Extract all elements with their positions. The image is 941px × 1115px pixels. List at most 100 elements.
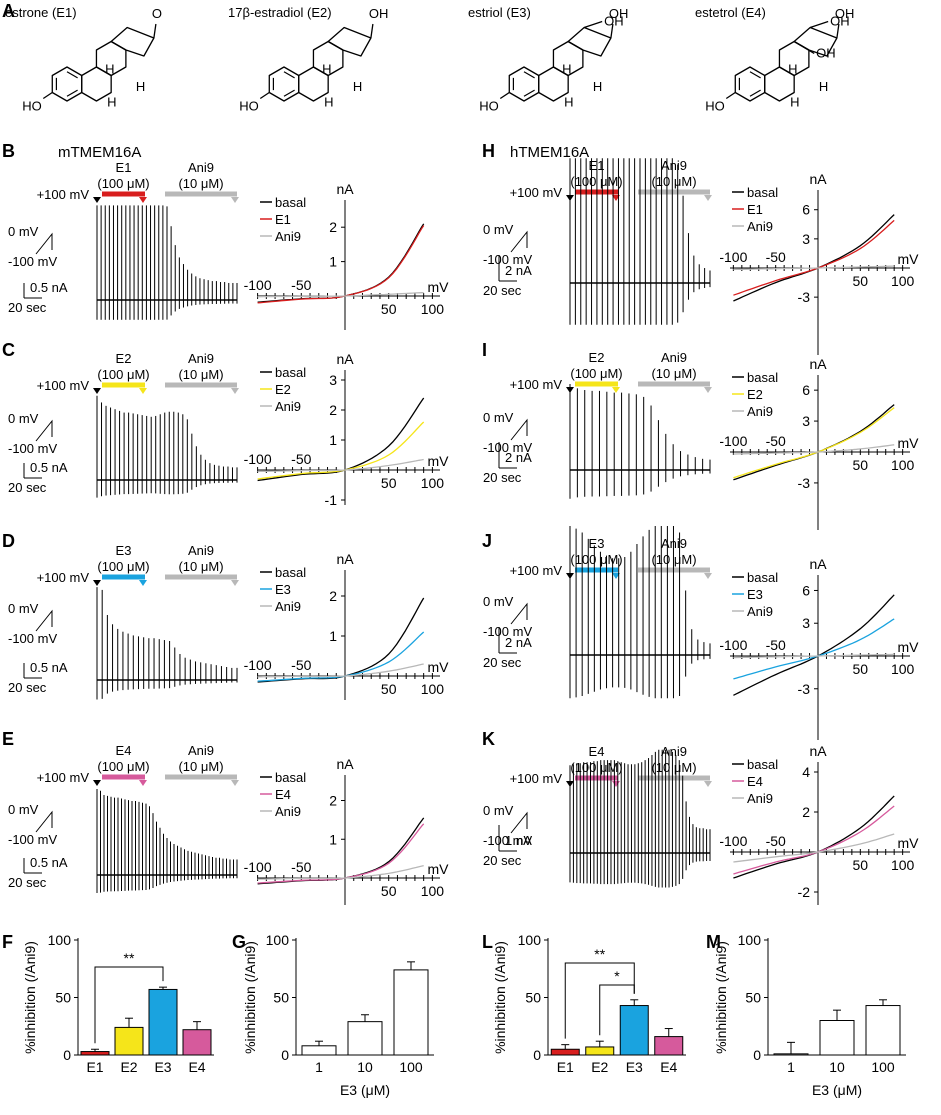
x-tick-label: 100 xyxy=(421,681,445,697)
x-tick-label: 50 xyxy=(853,273,869,289)
ani9-arrow xyxy=(231,580,239,586)
series-Ani9 xyxy=(733,444,895,455)
time-scale: 20 sec xyxy=(483,853,522,868)
trace-panel-I: E2(100 μM)Ani9(10 μM)+100 mV0 mV-100 mV2… xyxy=(483,350,712,499)
time-scale: 20 sec xyxy=(483,283,522,298)
time-scale: 20 sec xyxy=(8,875,47,890)
time-scale: 20 sec xyxy=(483,470,522,485)
y-tick-label: 50 xyxy=(55,990,71,1006)
series-Ani9 xyxy=(733,653,895,659)
trace-panel-B: E1(100 μM) Ani9(10 μM) +100 mV 0 mV -100 mV 0… xyxy=(8,160,239,320)
y-tick-label: -3 xyxy=(798,475,811,491)
x-tick-label: 50 xyxy=(381,475,397,491)
legend-label: Ani9 xyxy=(747,791,773,806)
zero-mv-label: 0 mV xyxy=(483,594,514,609)
x-tick-label: 100 xyxy=(891,457,915,473)
trace-panel-H: E1(100 μM)Ani9(10 μM)+100 mV0 mV-100 mV2… xyxy=(483,158,712,325)
y-tick-label: 3 xyxy=(802,615,810,631)
aromatic-bond xyxy=(66,89,78,97)
panel-letter-A: A xyxy=(2,1,15,21)
x-tick-label: 100 xyxy=(421,301,445,317)
h-label: H xyxy=(107,95,116,110)
compound-arrow xyxy=(139,580,147,586)
x-axis-label: mV xyxy=(898,251,920,267)
h-label: H xyxy=(353,79,362,94)
time-scale: 20 sec xyxy=(8,680,47,695)
aromatic-bond xyxy=(283,71,295,79)
minus100-label: -100 mV xyxy=(8,631,57,646)
ramp-icon xyxy=(35,810,53,833)
x-tick-label: 1 xyxy=(315,1059,323,1075)
x-tick-label: -50 xyxy=(766,637,786,653)
legend-label: E1 xyxy=(747,202,763,217)
panel-letter-L: L xyxy=(482,932,493,952)
compound-arrow xyxy=(612,387,620,393)
legend-label: E1 xyxy=(275,212,291,227)
aromatic-bond xyxy=(66,71,78,79)
substituent-label: OH xyxy=(609,6,629,21)
ramp-icon xyxy=(510,602,528,625)
x-tick-label: 100 xyxy=(891,273,915,289)
sub-bond xyxy=(809,20,829,29)
time-scale: 20 sec xyxy=(483,655,522,670)
section-titles: mTMEM16A hTMEM16A xyxy=(58,144,589,161)
legend-label: Ani9 xyxy=(275,804,301,819)
trace-panel-J: E3(100 μM)Ani9(10 μM)+100 mV0 mV-100 mV2… xyxy=(483,526,712,699)
ramp-icon xyxy=(510,811,528,834)
legend-label: basal xyxy=(275,770,306,785)
bar-chart-M: 0 50 100 %inhibition (/Ani9) 1 10 100 E3 (μM) xyxy=(713,932,906,1098)
start-arrow xyxy=(93,780,101,786)
significance-label: ** xyxy=(124,950,135,966)
zero-mv-label: 0 mV xyxy=(8,224,39,239)
x-axis-label: mV xyxy=(428,659,450,675)
bar xyxy=(347,1021,383,1056)
x-axis-label: mV xyxy=(428,453,450,469)
ho-label: HO xyxy=(479,99,499,114)
series-E4 xyxy=(733,805,895,875)
h-label: H xyxy=(136,79,145,94)
legend-label: basal xyxy=(275,365,306,380)
y-tick-label: 6 xyxy=(802,202,810,218)
zero-mv-label: 0 mV xyxy=(483,410,514,425)
x-tick-label: -50 xyxy=(291,451,311,467)
ani9-conc: (10 μM) xyxy=(178,559,223,574)
legend-label: E4 xyxy=(275,787,291,802)
y-tick-label: 1 xyxy=(329,432,337,448)
current-scale: 0.5 nA xyxy=(30,855,68,870)
y-tick-label: 6 xyxy=(802,382,810,398)
x-tick-label: 50 xyxy=(381,681,397,697)
x-tick-label: -100 xyxy=(244,277,272,293)
minus100-label: -100 mV xyxy=(483,252,532,267)
h-label: H xyxy=(324,95,333,110)
legend-label: basal xyxy=(747,370,778,385)
minus100-label: -100 mV xyxy=(8,441,57,456)
x-axis-label: mV xyxy=(428,279,450,295)
current-scale: 2 nA xyxy=(505,450,532,465)
series-E4 xyxy=(257,823,425,884)
bar xyxy=(585,1046,615,1056)
x-tick-label: 50 xyxy=(381,301,397,317)
h-label: H xyxy=(105,62,114,77)
y-tick-label: 2 xyxy=(329,588,337,604)
ani9-label: Ani9 xyxy=(188,743,214,758)
x-axis-label: mV xyxy=(898,639,920,655)
y-tick-label: 100 xyxy=(48,932,72,948)
significance-bracket xyxy=(564,962,635,1039)
bar xyxy=(654,1036,684,1056)
iv-plot-E: -100 -50 50 100 1 2 nA mV basal E4 Ani9 xyxy=(244,756,449,905)
compound-label: E4 xyxy=(116,743,132,758)
panel-letters: A B C D E F G H I J K L M xyxy=(2,1,721,952)
y-axis-label: %inhibition (/Ani9) xyxy=(22,941,38,1054)
y-axis-label: nA xyxy=(336,351,354,367)
y-axis-label: nA xyxy=(809,171,827,187)
significance-bracket xyxy=(599,984,635,1036)
x-axis-label: mV xyxy=(898,435,920,451)
panel-letter-F: F xyxy=(2,932,13,952)
y-tick-label: 3 xyxy=(329,372,337,388)
structure-name: estetrol (E4) xyxy=(695,5,766,20)
ani9-label: Ani9 xyxy=(661,350,687,365)
y-tick-label: 100 xyxy=(266,932,290,948)
compound-arrow xyxy=(612,781,620,787)
